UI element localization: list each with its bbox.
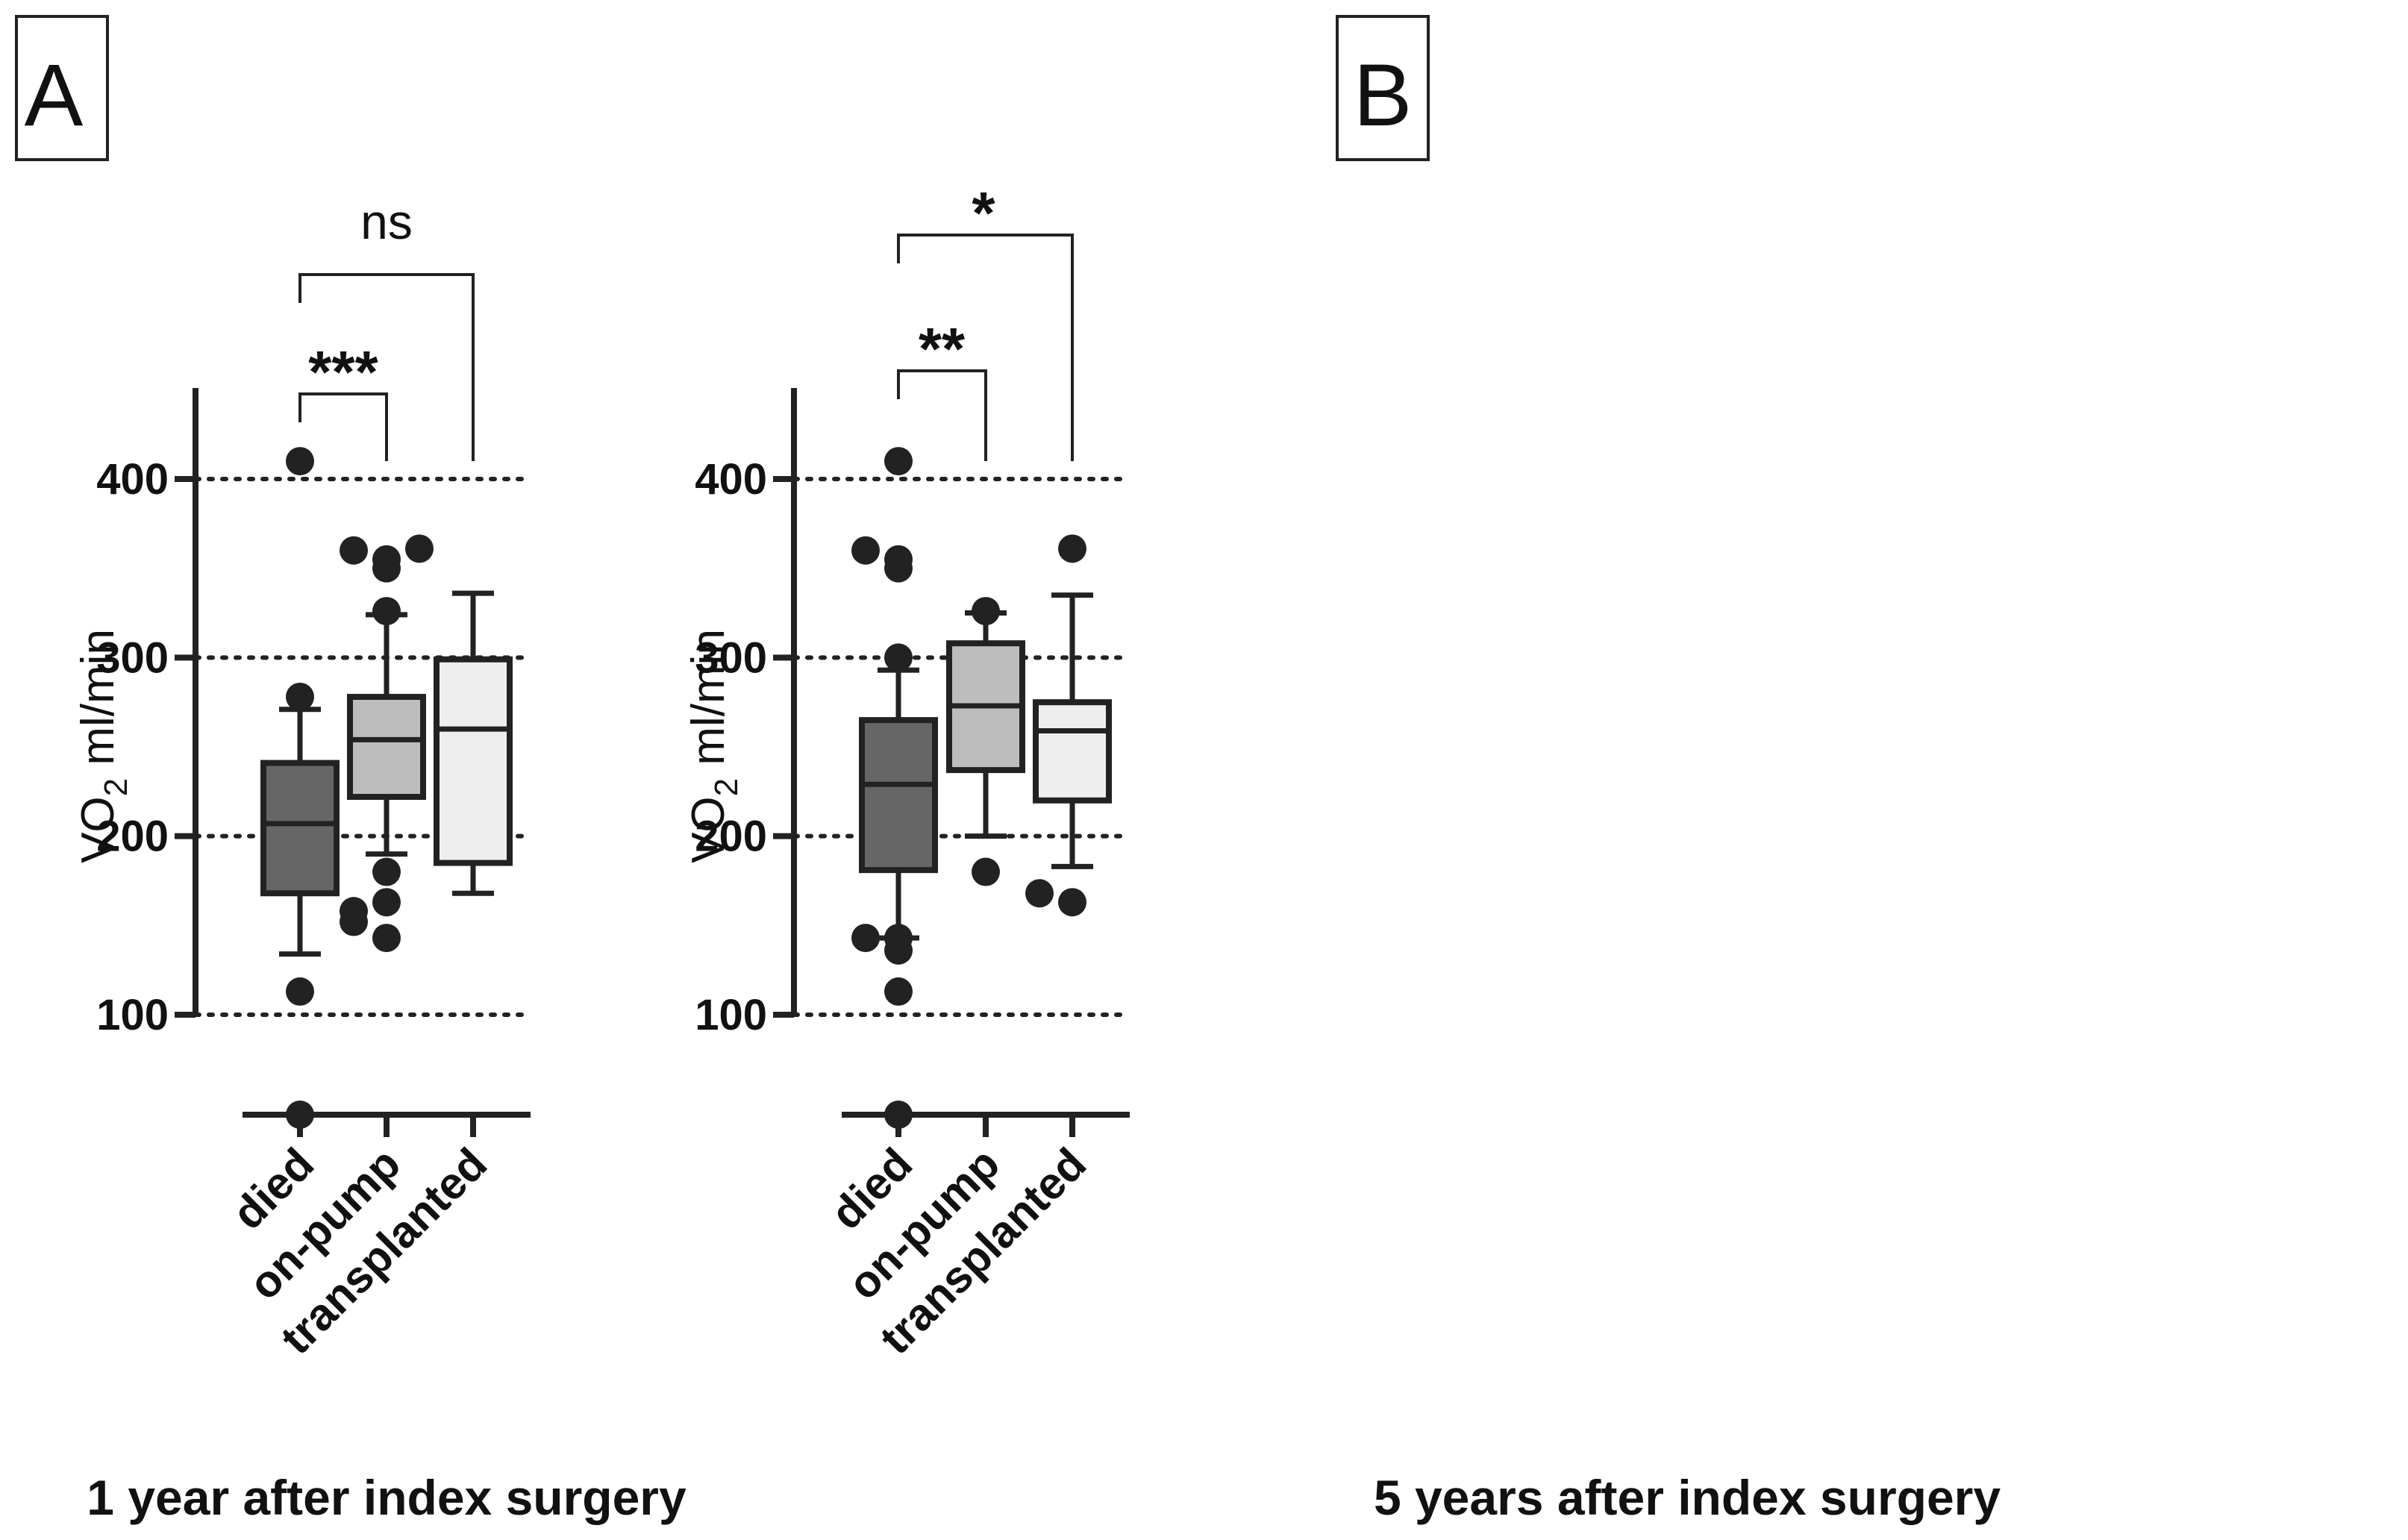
outlier-point xyxy=(1058,888,1086,917)
outlier-point xyxy=(884,1101,913,1129)
outlier-point xyxy=(884,643,913,672)
box-on-pump xyxy=(347,693,426,801)
y-axis-label-main: VO xyxy=(72,796,124,863)
y-tick-label: 100 xyxy=(96,991,169,1039)
y-axis-label-main: VO xyxy=(683,796,734,863)
panel-label: B xyxy=(1354,46,1413,145)
y-axis-label-subscript: 2 xyxy=(98,778,134,796)
outlier-point xyxy=(286,1101,314,1129)
outlier-point xyxy=(372,597,401,626)
significance-label: *** xyxy=(308,339,378,405)
significance-label: ns xyxy=(360,194,413,249)
significance-bracket xyxy=(298,273,475,461)
box-transplanted xyxy=(1033,699,1112,804)
y-axis-label: VO2 ml/min xyxy=(683,629,745,863)
y-tick-label: 300 xyxy=(695,633,767,682)
box-transplanted xyxy=(434,656,513,866)
panel-label: A xyxy=(25,46,84,145)
y-axis-label-subscript: 2 xyxy=(708,778,745,796)
y-tick-label: 400 xyxy=(695,455,767,504)
outlier-point xyxy=(372,924,401,953)
panel-label-frame xyxy=(15,15,109,161)
chart-title: 1 year after index surgery xyxy=(87,1470,687,1525)
significance-label: ** xyxy=(919,316,966,382)
y-tick-label: 300 xyxy=(96,633,169,682)
outlier-point xyxy=(286,977,314,1006)
outlier-point xyxy=(972,857,1000,886)
outlier-point xyxy=(340,536,368,565)
significance-bracket xyxy=(897,369,987,461)
box-died xyxy=(260,760,340,897)
outlier-point xyxy=(884,936,913,965)
outlier-point xyxy=(1058,534,1086,563)
outlier-point xyxy=(286,682,314,711)
y-axis-label-unit: ml/min xyxy=(683,629,734,778)
outlier-point xyxy=(851,536,880,565)
outlier-point xyxy=(405,534,434,563)
significance-label: * xyxy=(972,180,995,246)
panel-label-frame xyxy=(1336,15,1430,161)
outlier-point xyxy=(851,924,880,953)
significance-bracket xyxy=(298,392,388,461)
y-tick-label: 100 xyxy=(695,991,767,1039)
significance-bracket xyxy=(897,234,1074,461)
y-tick-label: 400 xyxy=(96,455,169,504)
outlier-point xyxy=(972,597,1000,626)
outlier-point xyxy=(372,554,401,583)
y-tick-label: 200 xyxy=(695,813,767,861)
outlier-point xyxy=(884,977,913,1006)
outlier-point xyxy=(884,447,913,476)
y-tick-label: 200 xyxy=(96,813,169,861)
chart-title: 5 years after index surgery xyxy=(1374,1470,2001,1525)
outlier-point xyxy=(1025,879,1054,908)
outlier-point xyxy=(340,897,368,926)
y-axis-label: VO2 ml/min xyxy=(72,629,134,863)
outlier-point xyxy=(286,447,314,476)
outlier-point xyxy=(372,857,401,886)
y-axis-label-unit: ml/min xyxy=(72,629,124,778)
box-died xyxy=(859,717,938,874)
outlier-point xyxy=(884,554,913,583)
outlier-point xyxy=(372,888,401,917)
